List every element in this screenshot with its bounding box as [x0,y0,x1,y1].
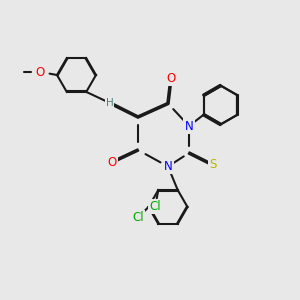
Text: S: S [209,158,217,172]
Text: N: N [184,119,194,133]
Text: O: O [108,155,117,169]
Text: H: H [106,98,113,109]
Text: Cl: Cl [149,200,161,213]
Text: N: N [164,160,172,173]
Text: O: O [36,65,45,79]
Text: Cl: Cl [132,211,144,224]
Text: O: O [167,71,176,85]
